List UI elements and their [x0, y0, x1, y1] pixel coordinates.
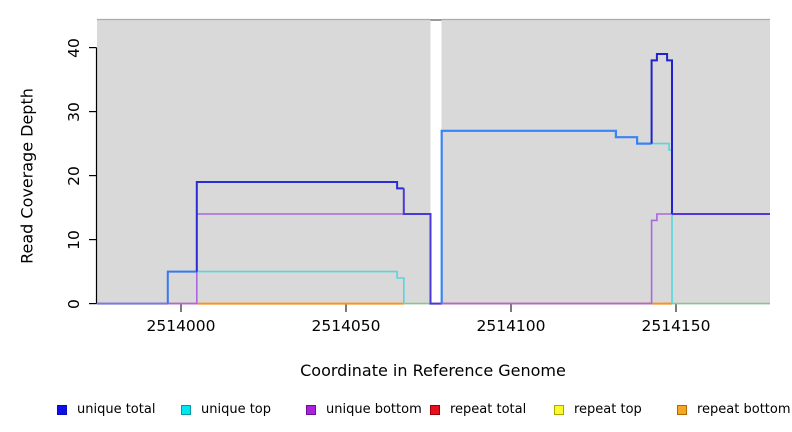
legend-label: repeat bottom: [697, 402, 791, 417]
x-tick-label: 2514150: [641, 317, 711, 335]
x-tick-label: 2514000: [146, 317, 216, 335]
y-tick-label: 40: [65, 37, 83, 58]
unique-bottom-swatch-icon: [306, 405, 316, 415]
legend-item-unique-bottom: unique bottom: [306, 403, 422, 417]
series-unique-total-5: [166, 270, 197, 304]
series-unique-total-14-left: [402, 188, 442, 305]
y-tick-label: 0: [65, 298, 83, 309]
y-axis-title: Read Coverage Depth: [17, 88, 37, 264]
unique-top-swatch-icon: [181, 405, 191, 415]
legend-label: unique bottom: [326, 402, 422, 417]
unique-total-swatch-icon: [57, 405, 67, 415]
legend-item-unique-total: unique total: [57, 403, 155, 417]
repeat-total-swatch-icon: [430, 405, 440, 415]
legend-item-repeat-bottom: repeat bottom: [677, 403, 791, 417]
legend-label: unique top: [201, 402, 272, 417]
legend-item-repeat-total: repeat total: [430, 403, 526, 417]
plot-panel-right: [441, 19, 770, 304]
y-tick-label: 20: [65, 165, 83, 186]
plot-panel-left: [97, 19, 431, 304]
x-tick-label: 2514050: [311, 317, 381, 335]
y-tick-label: 10: [65, 229, 83, 250]
series-unique-total-19: [195, 181, 404, 272]
repeat-top-swatch-icon: [554, 405, 564, 415]
repeat-bottom-swatch-icon: [677, 405, 687, 415]
series-unique-top-left: [167, 270, 405, 304]
legend-label: unique total: [77, 402, 156, 417]
x-tick-label: 2514100: [476, 317, 546, 335]
x-axis-title: Coordinate in Reference Genome: [300, 361, 566, 380]
series-unique-total-spike: [650, 53, 673, 214]
legend-label: repeat top: [574, 402, 642, 417]
legend-label: repeat total: [450, 402, 527, 417]
y-tick-label: 30: [65, 101, 83, 122]
series-unique-total-27: [440, 129, 652, 304]
legend-item-repeat-top: repeat top: [554, 403, 642, 417]
gap-top-cap: [430, 19, 442, 21]
legend-item-unique-top: unique top: [181, 403, 271, 417]
